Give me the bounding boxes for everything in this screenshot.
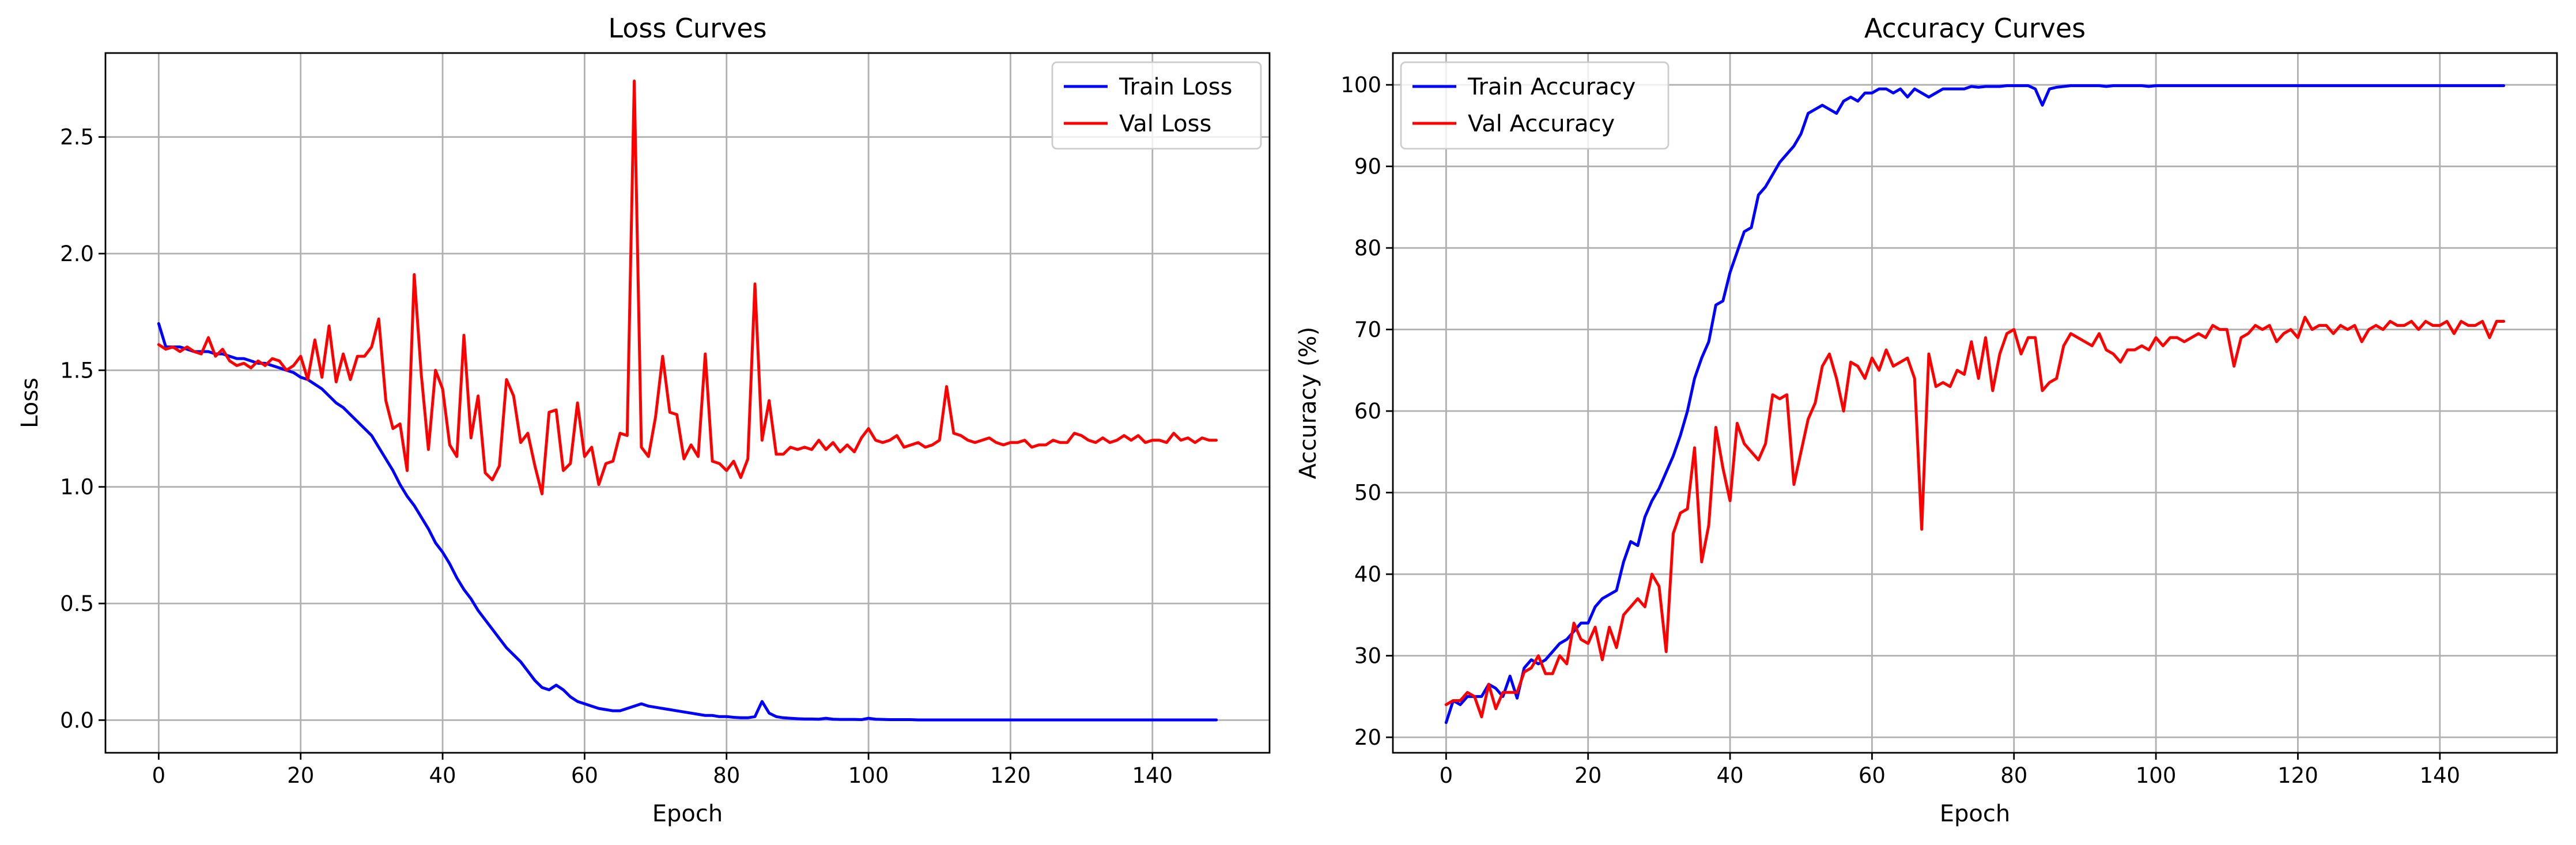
accuracy-x-axis: 0 20 40 60 80 100 120 140: [1440, 753, 2460, 788]
accuracy-chart-title: Accuracy Curves: [1864, 13, 2086, 44]
accuracy-x-tick-label: 120: [2277, 763, 2318, 788]
accuracy-y-tick-label: 70: [1354, 318, 1381, 342]
accuracy-y-tick-label: 30: [1354, 644, 1381, 669]
accuracy-series-val-accuracy: [1444, 315, 2506, 719]
loss-series-layer: [157, 80, 1218, 722]
loss-x-tick-label: 100: [848, 763, 889, 788]
accuracy-x-tick-label: 100: [2136, 763, 2177, 788]
accuracy-legend: Train Accuracy Val Accuracy: [1400, 61, 1670, 150]
loss-legend-train-label: Train Loss: [1119, 74, 1232, 100]
loss-x-tick-label: 60: [571, 763, 598, 788]
accuracy-y-axis: 20 30 40 50 60 70 80 90 100: [1340, 73, 1393, 750]
loss-chart-title: Loss Curves: [608, 13, 766, 44]
accuracy-series-layer: [1444, 84, 2506, 725]
loss-x-tick-label: 140: [1132, 763, 1173, 788]
loss-x-tick-label: 40: [429, 763, 456, 788]
accuracy-legend-train-label: Train Accuracy: [1467, 74, 1636, 100]
loss-legend-box: [1051, 61, 1262, 150]
loss-x-tick-label: 0: [152, 763, 166, 788]
loss-legend: Train Loss Val Loss: [1051, 61, 1262, 150]
accuracy-y-tick-label: 50: [1354, 481, 1381, 506]
accuracy-x-tick-label: 140: [2419, 763, 2460, 788]
accuracy-y-tick-label: 100: [1340, 73, 1381, 97]
loss-gridlines: [105, 53, 1270, 753]
loss-x-axis-label: Epoch: [652, 801, 723, 827]
accuracy-chart-panel: Accuracy Curves 0 20 40 60 80 100 120 140 20 30 4…: [1295, 13, 2558, 827]
loss-x-tick-label: 120: [990, 763, 1031, 788]
loss-y-axis: 0.0 0.5 1.0 1.5 2.0 2.5: [60, 125, 105, 733]
accuracy-x-tick-label: 80: [2000, 763, 2027, 788]
loss-legend-val-label: Val Loss: [1119, 111, 1211, 137]
accuracy-series-train-accuracy: [1444, 84, 2506, 725]
loss-plot-frame: [104, 52, 1271, 754]
accuracy-y-tick-label: 20: [1354, 725, 1381, 750]
accuracy-plot-frame: [1392, 52, 2558, 754]
accuracy-legend-val-label: Val Accuracy: [1468, 111, 1615, 137]
accuracy-x-tick-label: 0: [1440, 763, 1453, 788]
loss-series-train-loss: [157, 322, 1218, 722]
loss-y-tick-label: 1.0: [60, 475, 94, 500]
accuracy-x-tick-label: 60: [1859, 763, 1886, 788]
loss-y-tick-label: 0.0: [60, 708, 94, 733]
accuracy-x-tick-label: 40: [1717, 763, 1744, 788]
loss-chart-panel: Loss Curves 0 20 40 60 80 100 120 140 0.0 0.5 1.0…: [17, 13, 1271, 827]
loss-x-tick-label: 80: [713, 763, 740, 788]
accuracy-legend-box: [1400, 61, 1670, 150]
accuracy-y-tick-label: 80: [1354, 236, 1381, 261]
loss-x-axis: 0 20 40 60 80 100 120 140: [152, 753, 1173, 788]
accuracy-y-tick-label: 90: [1354, 154, 1381, 179]
loss-x-tick-label: 20: [287, 763, 314, 788]
loss-y-axis-label: Loss: [17, 378, 43, 428]
loss-series-val-loss: [157, 80, 1218, 496]
accuracy-y-axis-label: Accuracy (%): [1295, 327, 1321, 480]
accuracy-x-tick-label: 20: [1574, 763, 1601, 788]
loss-y-tick-label: 0.5: [60, 591, 94, 616]
accuracy-y-tick-label: 60: [1354, 399, 1381, 424]
accuracy-x-axis-label: Epoch: [1940, 801, 2010, 827]
loss-y-tick-label: 2.0: [60, 242, 94, 266]
loss-y-tick-label: 1.5: [60, 358, 94, 383]
loss-y-tick-label: 2.5: [60, 125, 94, 150]
accuracy-y-tick-label: 40: [1354, 562, 1381, 587]
